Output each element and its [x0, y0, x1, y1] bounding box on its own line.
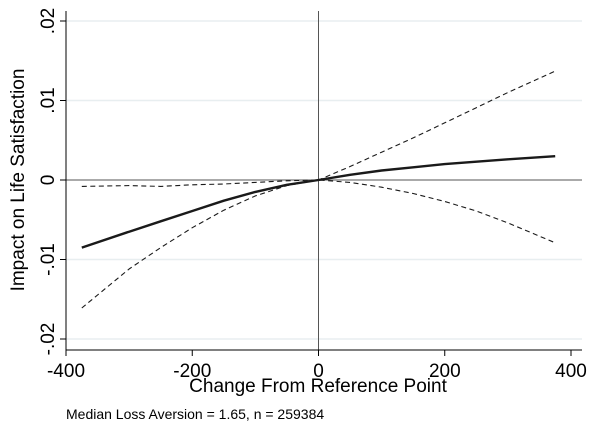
x-tick-label-4: 400	[555, 361, 587, 382]
series-dashed-line-1	[81, 70, 556, 309]
x-tick-label-2: 0	[313, 361, 324, 382]
y-tick-label-0: -.02	[38, 323, 59, 356]
x-axis-title: Change From Reference Point	[189, 376, 447, 397]
series-dashed-line-2	[81, 179, 556, 244]
x-tick-label-0: -400	[47, 361, 85, 382]
chart-note: Median Loss Aversion = 1.65, n = 259384	[66, 406, 324, 422]
x-tick-label-1: -200	[173, 361, 211, 382]
y-tick-label-1: -.01	[38, 243, 59, 276]
y-axis-title: Impact on Life Satisfaction	[8, 69, 29, 292]
y-tick-label-2: 0	[38, 175, 59, 186]
x-tick-label-3: 200	[429, 361, 461, 382]
y-tick-label-4: .02	[38, 8, 59, 34]
grid-layer	[66, 20, 582, 340]
series-layer	[81, 70, 556, 309]
y-tick-label-3: .01	[38, 87, 59, 113]
ticks-layer: -.02 -.01 0 .01 .02 -400 -200 0 200 400	[38, 8, 587, 382]
